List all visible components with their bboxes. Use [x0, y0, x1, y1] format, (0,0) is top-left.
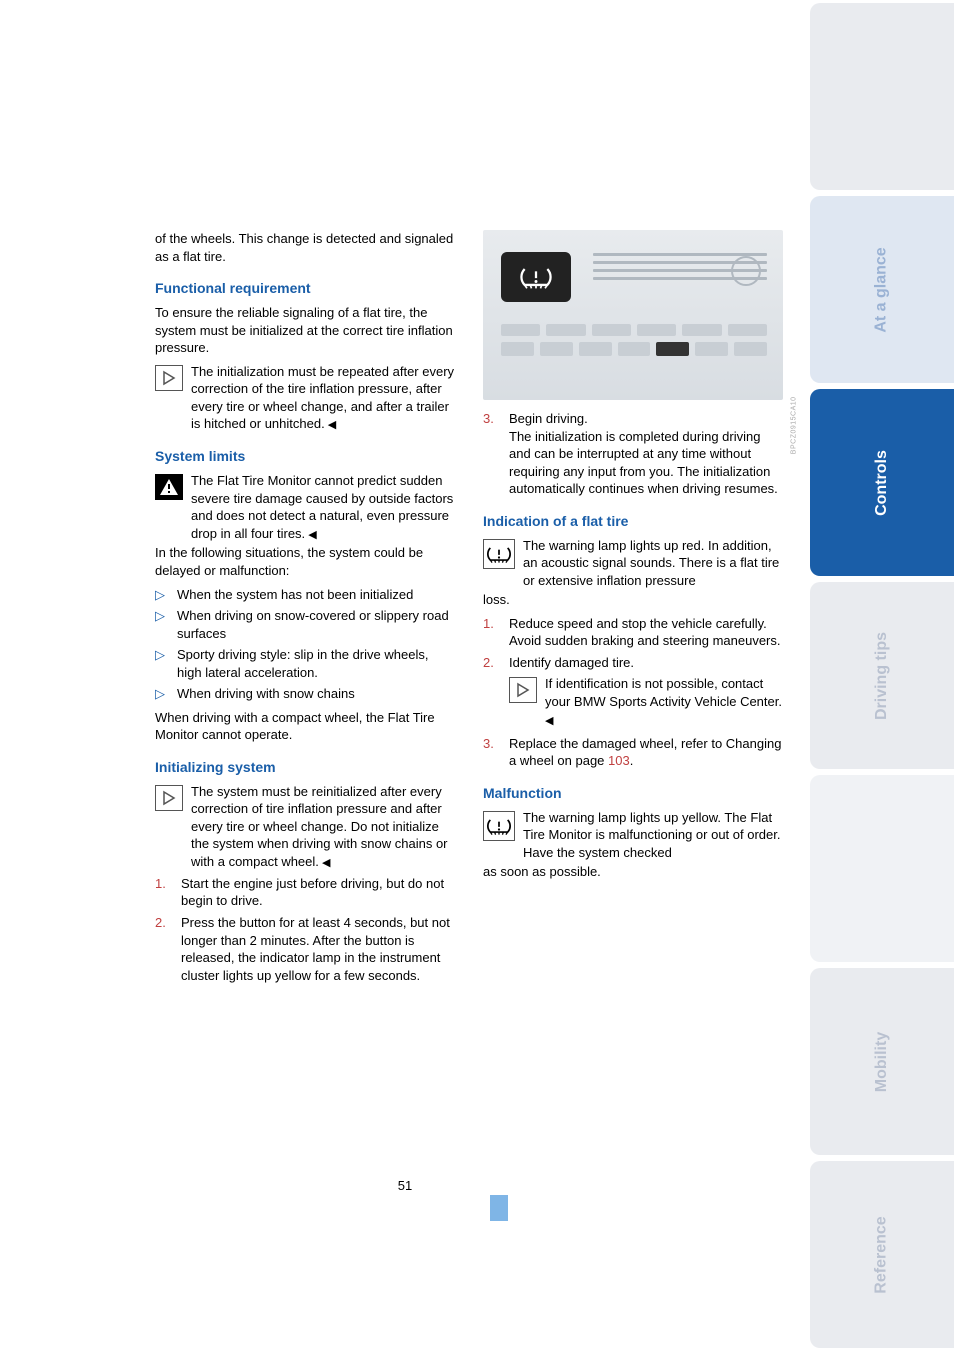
step-text: Reduce speed and stop the vehicle carefu… [509, 615, 783, 650]
step-number: 2. [483, 654, 501, 672]
system-limits-tail: When driving with a compact wheel, the F… [155, 709, 455, 744]
right-column: BPCZ0915CA10 3. Begin driving. The initi… [483, 230, 783, 990]
step3-replace: Replace the damaged wheel, refer to Chan… [509, 735, 783, 770]
heading-functional-requirement: Functional requirement [155, 279, 455, 298]
indication-icon-row: The warning lamp lights up red. In addit… [483, 537, 783, 590]
system-limits-warning: The Flat Tire Monitor cannot predict sud… [155, 472, 455, 542]
bullet-text: When the system has not been initialized [177, 586, 413, 604]
system-limits-warn-text: The Flat Tire Monitor cannot predict sud… [191, 472, 455, 542]
step-number: 3. [483, 410, 501, 428]
indication-after: loss. [483, 591, 783, 609]
bullet-icon: ▷ [155, 607, 169, 625]
warning-icon [155, 474, 183, 500]
functional-req-note: The initialization must be repeated afte… [155, 363, 455, 433]
dashboard-illustration: BPCZ0915CA10 [483, 230, 783, 400]
functional-req-para: To ensure the reliable signaling of a fl… [155, 304, 455, 357]
dashboard-dial [731, 256, 761, 286]
side-tabs: At a glance Controls Driving tips Mobili… [810, 0, 954, 1351]
tab-mobility[interactable]: Mobility [810, 968, 954, 1155]
flat-tire-lamp-icon [483, 539, 515, 569]
init-steps: 1. Start the engine just before driving, … [155, 875, 455, 984]
malfunction-icon-text: The warning lamp lights up yellow. The F… [523, 809, 783, 862]
step2-note: If identification is not possible, conta… [509, 675, 783, 728]
system-limits-bullets: ▷ When the system has not been initialize… [155, 586, 455, 703]
flat-tire-lamp-icon [483, 811, 515, 841]
step-text: Start the engine just before driving, bu… [181, 875, 455, 910]
step3-body: The initialization is completed during d… [509, 429, 778, 497]
heading-malfunction: Malfunction [483, 784, 783, 803]
heading-system-limits: System limits [155, 447, 455, 466]
tab-at-a-glance[interactable]: At a glance [810, 196, 954, 383]
indication-steps: 1. Reduce speed and stop the vehicle care… [483, 615, 783, 770]
malfunction-icon-row: The warning lamp lights up yellow. The F… [483, 809, 783, 862]
note-icon [155, 785, 183, 811]
bullet-icon: ▷ [155, 586, 169, 604]
step-number: 2. [155, 914, 173, 932]
heading-initializing: Initializing system [155, 758, 455, 777]
step-text: Press the button for at least 4 seconds,… [181, 914, 455, 984]
indication-icon-text: The warning lamp lights up red. In addit… [523, 537, 783, 590]
warning-lamp-icon [501, 252, 571, 302]
step3-lead: Begin driving. [509, 411, 588, 426]
heading-indication: Indication of a flat tire [483, 512, 783, 531]
tab-controls[interactable]: Controls [810, 389, 954, 576]
page-content: of the wheels. This change is detected a… [0, 0, 810, 1351]
system-limits-intro: In the following situations, the system … [155, 544, 455, 579]
two-column-layout: of the wheels. This change is detected a… [155, 230, 810, 990]
bullet-icon: ▷ [155, 685, 169, 703]
step-text: Identify damaged tire. [509, 655, 634, 670]
dashboard-buttons [501, 324, 767, 384]
left-column: of the wheels. This change is detected a… [155, 230, 455, 990]
init-note: The system must be reinitialized after e… [155, 783, 455, 871]
step3-list: 3. Begin driving. The initialization is … [483, 410, 783, 498]
page-link-103[interactable]: 103 [608, 753, 630, 768]
malfunction-after: as soon as possible. [483, 863, 783, 881]
step-number: 1. [155, 875, 173, 893]
bullet-icon: ▷ [155, 646, 169, 664]
section-marker [490, 1195, 508, 1221]
tab-reference[interactable]: Reference [810, 1161, 954, 1348]
step3-content: Begin driving. The initialization is com… [509, 410, 783, 498]
bullet-text: Sporty driving style: slip in the drive … [177, 646, 455, 681]
intro-continuation: of the wheels. This change is detected a… [155, 230, 455, 265]
note-icon [509, 677, 537, 703]
init-note-text: The system must be reinitialized after e… [191, 783, 455, 871]
step-number: 3. [483, 735, 501, 753]
bullet-text: When driving with snow chains [177, 685, 355, 703]
step2-note-text: If identification is not possible, conta… [545, 675, 783, 728]
functional-req-note-text: The initialization must be repeated afte… [191, 363, 455, 433]
tab-driving-tips[interactable]: Driving tips [810, 582, 954, 769]
note-icon [155, 365, 183, 391]
page-number: 51 [0, 1178, 810, 1193]
step2-wrapper: Identify damaged tire. If identification… [509, 654, 783, 731]
image-code: BPCZ0915CA10 [790, 396, 799, 454]
step-number: 1. [483, 615, 501, 633]
bullet-text: When driving on snow-covered or slippery… [177, 607, 455, 642]
tab-spacer [810, 775, 954, 962]
tab-overview[interactable] [810, 3, 954, 190]
